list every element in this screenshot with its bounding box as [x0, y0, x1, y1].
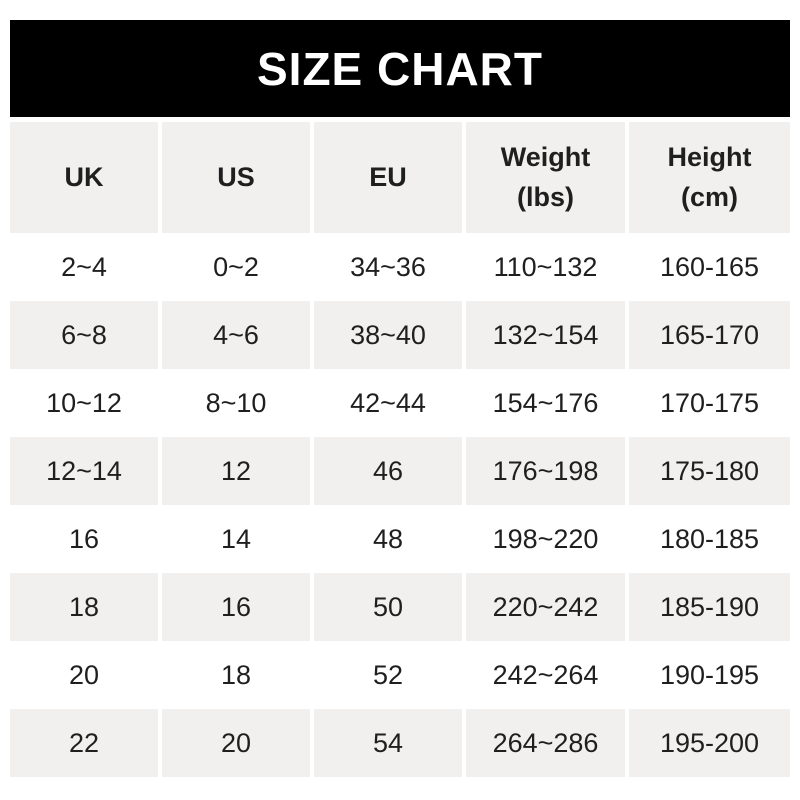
cell-weight-lbs-row8: 264~286: [466, 709, 625, 777]
cell-weight-lbs-row6: 220~242: [466, 573, 625, 641]
cell-us-row4: 12: [162, 437, 310, 505]
cell-eu-row6: 50: [314, 573, 462, 641]
cell-weight-lbs-row1: 110~132: [466, 233, 625, 301]
cell-weight-lbs-row2: 132~154: [466, 301, 625, 369]
column-header-line: EU: [369, 161, 407, 192]
column-header-line: (lbs): [517, 181, 574, 212]
cell-height-cm-row6: 185-190: [629, 573, 790, 641]
cell-us-row6: 16: [162, 573, 310, 641]
cell-uk-row8: 22: [10, 709, 158, 777]
column-header-line: Height: [667, 142, 752, 173]
column-header-line: US: [217, 161, 255, 192]
column-header-eu: EU: [314, 122, 462, 233]
cell-weight-lbs-row7: 242~264: [466, 641, 625, 709]
column-header-line: Weight: [500, 142, 591, 173]
cell-uk-row3: 10~12: [10, 369, 158, 437]
title-banner: SIZE CHART: [10, 20, 790, 117]
column-header-height-cm: Height (cm): [629, 122, 790, 233]
column-header-weight-lbs: Weight (lbs): [466, 122, 625, 233]
cell-eu-row4: 46: [314, 437, 462, 505]
column-header-line: (cm): [680, 181, 738, 212]
cell-weight-lbs-row5: 198~220: [466, 505, 625, 573]
size-table: UK US EU Weight (lbs) Height (cm) 2~4 0~2 34~36 11…: [10, 122, 790, 777]
page-title: SIZE CHART: [257, 42, 543, 95]
cell-height-cm-row5: 180-185: [629, 505, 790, 573]
cell-weight-lbs-row3: 154~176: [466, 369, 625, 437]
cell-eu-row7: 52: [314, 641, 462, 709]
cell-height-cm-row2: 165-170: [629, 301, 790, 369]
cell-height-cm-row4: 175-180: [629, 437, 790, 505]
cell-us-row8: 20: [162, 709, 310, 777]
column-header-line: UK: [64, 161, 104, 192]
cell-eu-row5: 48: [314, 505, 462, 573]
cell-uk-row2: 6~8: [10, 301, 158, 369]
cell-eu-row3: 42~44: [314, 369, 462, 437]
cell-us-row3: 8~10: [162, 369, 310, 437]
cell-us-row1: 0~2: [162, 233, 310, 301]
cell-eu-row2: 38~40: [314, 301, 462, 369]
cell-eu-row8: 54: [314, 709, 462, 777]
cell-eu-row1: 34~36: [314, 233, 462, 301]
cell-us-row7: 18: [162, 641, 310, 709]
column-header-us: US: [162, 122, 310, 233]
cell-weight-lbs-row4: 176~198: [466, 437, 625, 505]
column-header-uk: UK: [10, 122, 158, 233]
cell-uk-row6: 18: [10, 573, 158, 641]
cell-height-cm-row7: 190-195: [629, 641, 790, 709]
cell-us-row2: 4~6: [162, 301, 310, 369]
cell-uk-row7: 20: [10, 641, 158, 709]
cell-height-cm-row3: 170-175: [629, 369, 790, 437]
cell-height-cm-row1: 160-165: [629, 233, 790, 301]
cell-uk-row4: 12~14: [10, 437, 158, 505]
cell-uk-row5: 16: [10, 505, 158, 573]
cell-uk-row1: 2~4: [10, 233, 158, 301]
cell-height-cm-row8: 195-200: [629, 709, 790, 777]
cell-us-row5: 14: [162, 505, 310, 573]
